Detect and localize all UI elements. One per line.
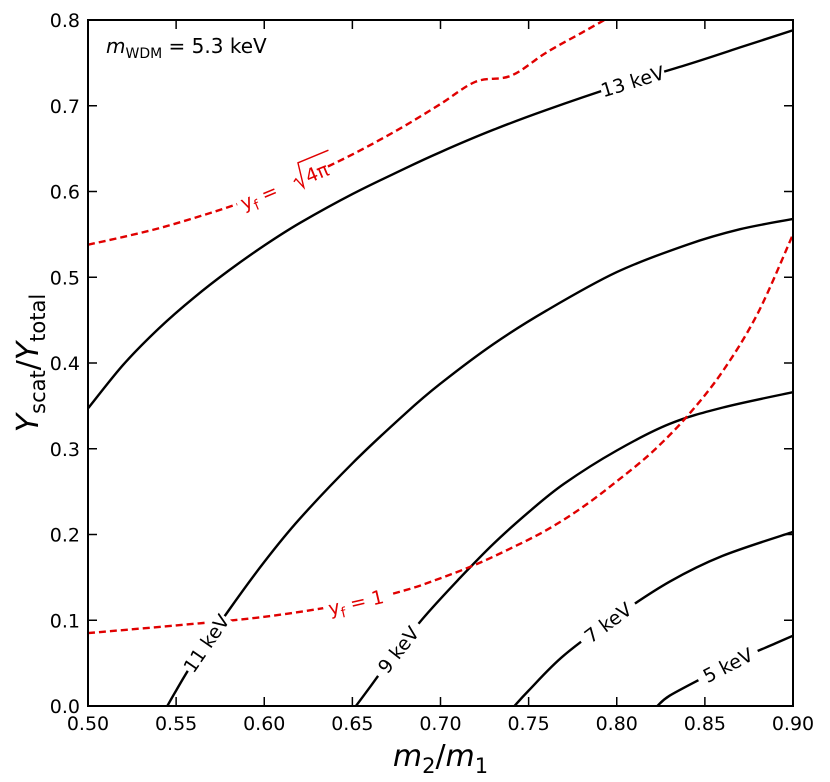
x-tick-label: 0.70 (419, 713, 461, 735)
y-axis-label: Yscat/Ytotal (11, 294, 50, 432)
x-tick-label: 0.80 (596, 713, 638, 735)
label-bg (597, 60, 668, 103)
axis-labels: m2/m1 Yscat/Ytotal (11, 294, 488, 778)
label-bg (692, 639, 763, 691)
y-tick-label: 0.3 (50, 439, 80, 461)
label-bg (368, 616, 429, 684)
label-bg (574, 593, 642, 652)
x-tick-label: 0.65 (331, 713, 373, 735)
y-tick-label: 0.1 (50, 610, 80, 632)
wdm-mass-annotation: mWDM = 5.3 keV (106, 34, 267, 62)
x-tick-label: 0.85 (684, 713, 726, 735)
y-tick-label: 0.5 (50, 267, 80, 289)
curve-y-f-sqrt-4 (88, 20, 605, 246)
y-tick-label: 0.2 (50, 525, 80, 547)
label-y-f-sqrt-4: yf = 4π (232, 149, 332, 219)
x-axis-label: m2/m1 (393, 739, 488, 778)
sqrt-sign-icon (293, 149, 329, 190)
label-bg (232, 155, 332, 219)
y-tick-label: 0.4 (50, 353, 80, 375)
x-tick-label: 0.60 (243, 713, 285, 735)
label-bg (320, 580, 395, 624)
label-bg (177, 609, 235, 678)
x-tick-label: 0.75 (507, 713, 549, 735)
y-tick-label: 0.6 (50, 182, 80, 204)
y-tick-label: 0.7 (50, 96, 80, 118)
y-tick-label: 0.0 (50, 696, 80, 718)
y-axis-label-group: Yscat/Ytotal (11, 294, 50, 432)
x-tick-label: 0.55 (155, 713, 197, 735)
axis-ticks: 0.50 0.55 0.60 0.65 0.70 0.75 0.80 0.85 0.90 0.0 0… (50, 10, 814, 735)
y-tick-label: 0.8 (50, 10, 80, 32)
curve-y-f-1 (88, 233, 793, 635)
x-tick-label: 0.50 (67, 713, 109, 735)
x-tick-label: 0.90 (772, 713, 814, 735)
annotation-text: mWDM = 5.3 keV (106, 34, 267, 62)
plot-background (88, 20, 793, 706)
